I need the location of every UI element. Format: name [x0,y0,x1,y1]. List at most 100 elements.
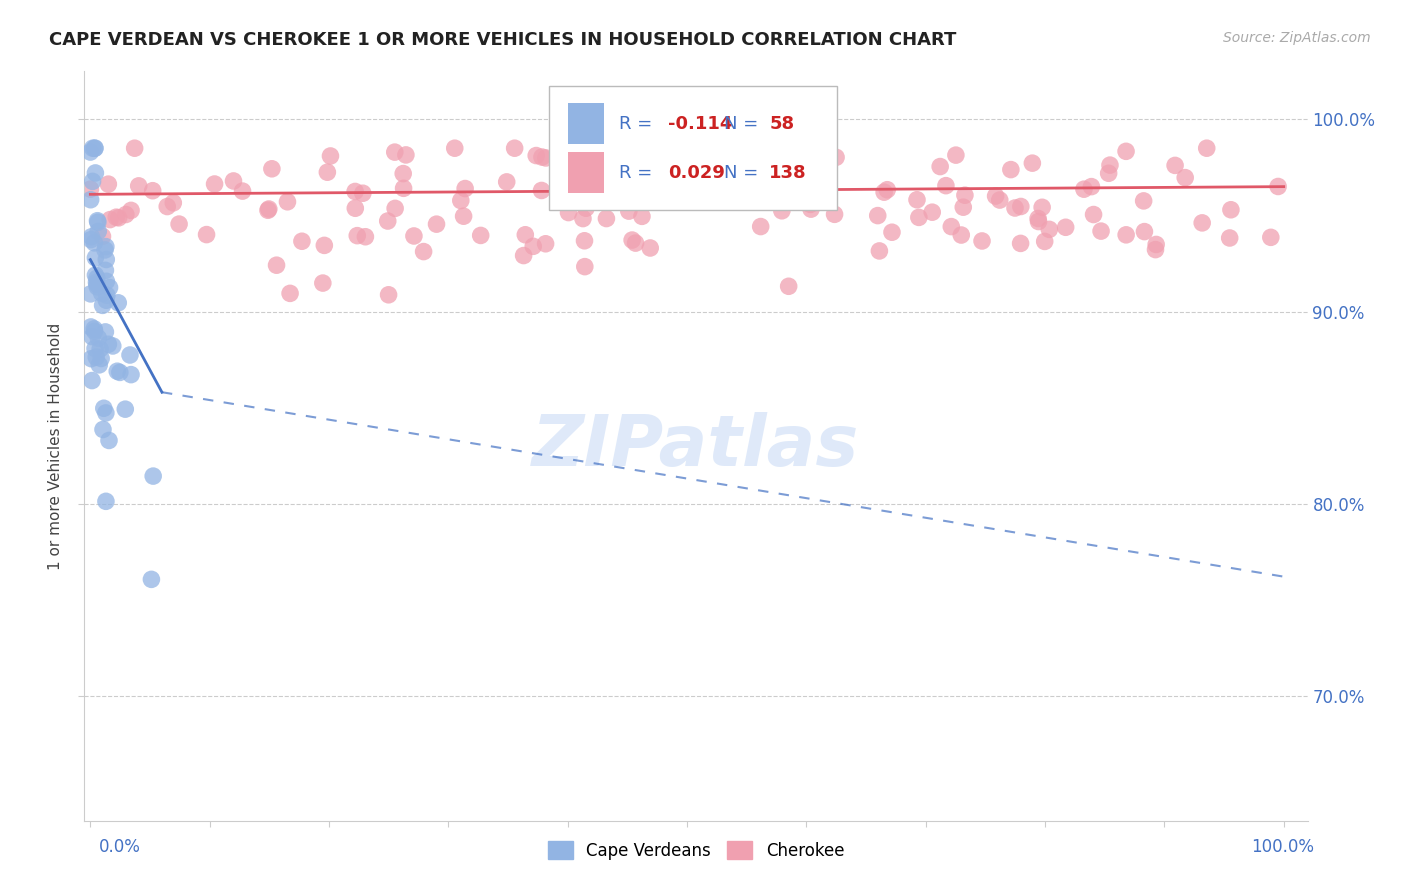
Point [1174,170,1197,185]
Y-axis label: 1 or more Vehicles in Household: 1 or more Vehicles in Household [48,322,63,570]
Point [83,324,105,338]
Point [1219,231,1241,245]
Point [141,573,163,587]
Point [868,244,890,258]
Point [908,211,931,225]
Point [495,175,517,189]
Point [91,422,114,436]
Point [988,193,1011,207]
Point [142,469,165,483]
Point [86,213,108,227]
Point [344,201,367,215]
Point [984,189,1007,203]
Point [574,260,596,274]
Text: CAPE VERDEAN VS CHEROKEE 1 OR MORE VEHICLES IN HOUSEHOLD CORRELATION CHART: CAPE VERDEAN VS CHEROKEE 1 OR MORE VEHIC… [49,31,956,49]
Point [94,263,117,277]
Point [1098,158,1121,172]
Point [79,286,101,301]
Point [1260,230,1282,244]
Point [128,178,150,193]
Point [98,280,121,294]
Point [1219,202,1241,217]
Point [652,174,675,188]
Point [86,280,108,294]
Point [384,145,406,160]
Point [82,174,104,188]
Point [392,181,415,195]
Point [377,214,399,228]
Point [167,217,190,231]
Point [395,148,418,162]
Point [91,298,114,312]
Point [346,228,368,243]
Point [87,215,110,229]
FancyBboxPatch shape [550,87,837,210]
Point [638,241,661,255]
Point [575,201,598,215]
Point [1080,179,1102,194]
Point [952,200,974,214]
Point [866,209,889,223]
Point [377,287,399,301]
Point [617,204,640,219]
Point [659,175,682,189]
Point [534,151,557,165]
Point [80,374,103,388]
Bar [568,152,605,193]
Point [291,234,314,248]
Point [82,141,104,155]
Point [1031,200,1053,214]
Point [314,238,336,252]
Text: 100.0%: 100.0% [1251,838,1315,856]
Point [1115,145,1137,159]
Point [1033,235,1056,249]
Point [84,342,107,356]
Text: -0.114: -0.114 [668,115,733,133]
Point [118,348,141,362]
Point [222,174,245,188]
Point [572,155,595,169]
Point [825,150,848,164]
Point [316,165,339,179]
Point [873,185,896,199]
Legend: Cape Verdeans, Cherokee: Cape Verdeans, Cherokee [541,835,851,866]
Point [1038,222,1060,236]
Point [80,320,103,334]
Point [530,184,553,198]
Point [84,251,107,265]
Point [93,401,115,416]
Point [312,276,335,290]
Point [79,145,101,159]
Bar [568,103,605,145]
Point [195,227,218,242]
Point [1098,166,1121,180]
Point [1028,214,1050,228]
Point [87,331,110,345]
Point [905,193,928,207]
Text: 138: 138 [769,163,807,181]
Text: 58: 58 [769,115,794,133]
Point [108,366,131,380]
Text: Source: ZipAtlas.com: Source: ZipAtlas.com [1223,31,1371,45]
Point [91,229,114,244]
Point [450,194,472,208]
Point [634,153,657,167]
Point [90,286,112,301]
Point [941,219,963,234]
Point [799,197,821,211]
Point [425,217,447,231]
Point [120,203,142,218]
Point [572,211,595,226]
Text: N =: N = [724,163,763,181]
Point [1004,201,1026,215]
Point [94,494,117,508]
Point [1010,199,1032,213]
Point [1195,141,1218,155]
Point [86,271,108,285]
Point [534,236,557,251]
Point [624,236,647,251]
Point [640,166,662,180]
Point [945,148,967,162]
Point [120,368,142,382]
Point [96,274,118,288]
